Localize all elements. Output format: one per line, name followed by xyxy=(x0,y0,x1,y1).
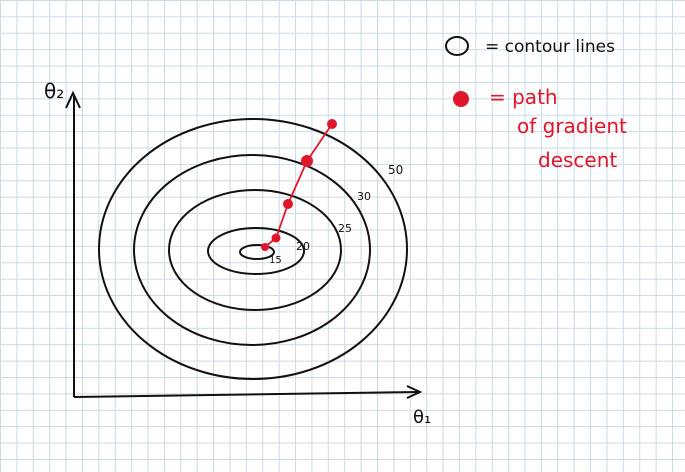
contour-label-30: 30 xyxy=(357,190,371,203)
contour-legend-icon xyxy=(445,36,469,56)
path-point xyxy=(283,199,293,209)
contour-line-15 xyxy=(239,244,275,260)
path-point xyxy=(327,119,337,129)
gradient-descent-path xyxy=(261,119,337,251)
y-axis-label: θ₂ xyxy=(44,79,64,103)
contour-legend-text: = contour lines xyxy=(485,37,615,57)
x-axis-arrowhead xyxy=(406,385,423,399)
y-axis-arrowhead xyxy=(65,90,81,109)
contour-label-20: 20 xyxy=(296,240,310,253)
contour-line-25 xyxy=(168,189,342,311)
contour-labels: 50 30 25 20 15 xyxy=(269,163,403,266)
path-line xyxy=(264,123,333,248)
contour-line-30 xyxy=(133,154,371,346)
contour-line-20 xyxy=(207,227,305,275)
contour-line-50 xyxy=(98,118,408,380)
x-axis-label: θ₁ xyxy=(413,407,431,428)
legend: = contour lines = path of gradient desce… xyxy=(445,36,627,172)
contour-label-50: 50 xyxy=(388,163,403,177)
contour-lines xyxy=(98,118,408,380)
path-point xyxy=(301,155,313,167)
path-legend-text-line-1: = path xyxy=(489,85,558,109)
path-point xyxy=(271,233,281,243)
x-axis xyxy=(73,391,420,398)
contour-label-15: 15 xyxy=(269,255,282,266)
path-point xyxy=(261,243,269,251)
path-legend-icon xyxy=(453,91,469,107)
path-legend-text-line-3: descent xyxy=(538,148,617,172)
axes: θ₂ θ₁ xyxy=(44,79,431,428)
path-legend-text-line-2: of gradient xyxy=(517,114,627,138)
contour-label-25: 25 xyxy=(338,222,352,235)
